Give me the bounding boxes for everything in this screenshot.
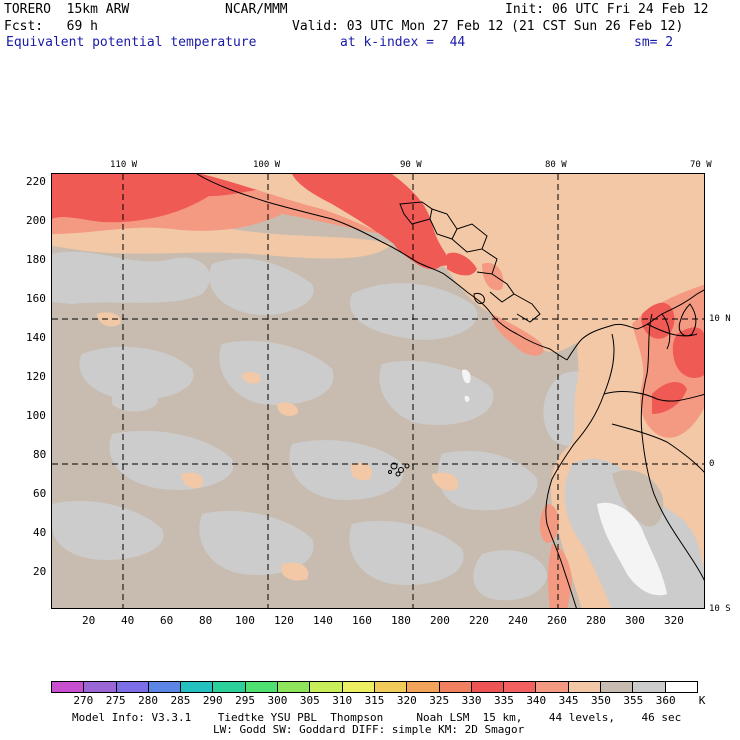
y-label: 200	[26, 214, 46, 227]
x-label: 240	[508, 614, 528, 627]
lat-label-10s: 10 S	[709, 604, 731, 614]
colorbar-label: 275	[105, 694, 126, 707]
model-info-line1: Model Info: V3.3.1 Tiedtke YSU PBL Thomp…	[72, 711, 682, 724]
y-label: 100	[26, 409, 46, 422]
color-swatch	[84, 682, 117, 692]
color-swatch	[633, 682, 666, 692]
colorbar-unit: K	[698, 694, 706, 707]
colorbar-label: 340	[526, 694, 547, 707]
valid-time: Valid: 03 UTC Mon 27 Feb 12 (21 CST Sun …	[292, 19, 684, 34]
init-time: Init: 06 UTC Fri 24 Feb 12	[505, 2, 709, 17]
y-label: 180	[26, 253, 46, 266]
lat-label-10n: 10 N	[709, 314, 731, 324]
colorbar-label: 270	[73, 694, 94, 707]
theta-e-map	[51, 173, 705, 609]
map-canvas	[52, 174, 704, 608]
y-label: 120	[26, 370, 46, 383]
y-label: 80	[33, 448, 47, 461]
colorbar-label: 335	[493, 694, 514, 707]
smoothing-info: sm= 2	[634, 35, 674, 50]
lon-label-80w: 80 W	[545, 160, 567, 170]
field-name: Equivalent potential temperature	[6, 35, 257, 50]
x-label: 320	[664, 614, 684, 627]
color-swatch	[342, 682, 375, 692]
color-swatch	[310, 682, 343, 692]
y-label: 20	[33, 565, 47, 578]
color-swatch	[148, 682, 182, 692]
x-label: 280	[586, 614, 606, 627]
y-label: 40	[33, 526, 47, 539]
x-label: 20	[82, 614, 96, 627]
color-swatch	[245, 682, 279, 692]
colorbar-label: 305	[299, 694, 320, 707]
color-swatch	[568, 682, 602, 692]
forecast-hour: Fcst: 69 h	[4, 19, 98, 34]
color-scale-bar	[51, 681, 698, 693]
lon-label-100w: 100 W	[253, 160, 281, 170]
colorbar-label: 345	[558, 694, 579, 707]
y-label: 140	[26, 331, 46, 344]
x-label: 120	[274, 614, 294, 627]
model-title: TORERO 15km ARW	[4, 2, 130, 17]
x-label: 80	[199, 614, 213, 627]
x-label: 140	[313, 614, 333, 627]
color-swatch	[213, 682, 246, 692]
x-label: 60	[160, 614, 174, 627]
lat-label-0: 0	[709, 459, 715, 469]
color-swatch	[407, 682, 440, 692]
x-label: 100	[235, 614, 255, 627]
colorbar-label: 355	[623, 694, 644, 707]
center-name: NCAR/MMM	[225, 2, 288, 17]
colorbar-label: 330	[461, 694, 482, 707]
colorbar-label: 300	[267, 694, 288, 707]
colorbar-label: 295	[235, 694, 256, 707]
x-label: 40	[121, 614, 135, 627]
colorbar-label: 290	[202, 694, 223, 707]
color-swatch	[181, 682, 214, 692]
field-gray-patches	[52, 251, 608, 601]
x-label: 180	[391, 614, 411, 627]
y-label: 220	[26, 175, 46, 188]
color-swatch	[52, 682, 85, 692]
galapagos-islands	[388, 462, 410, 477]
x-label: 160	[352, 614, 372, 627]
y-label: 160	[26, 292, 46, 305]
field-light-patches	[52, 219, 459, 581]
colorbar-label: 310	[332, 694, 353, 707]
lon-label-110w: 110 W	[110, 160, 138, 170]
color-swatch	[374, 682, 408, 692]
color-swatch	[504, 682, 537, 692]
colorbar-label: 280	[138, 694, 158, 707]
color-swatch	[278, 682, 311, 692]
level-info: at k-index = 44	[340, 35, 466, 50]
color-swatch	[439, 682, 472, 692]
colorbar-label: 325	[429, 694, 450, 707]
x-label: 220	[469, 614, 489, 627]
lon-label-70w: 70 W	[690, 160, 712, 170]
y-label: 60	[33, 487, 47, 500]
colorbar-label: 320	[396, 694, 417, 707]
model-info-line2: LW: Godd SW: Goddard DIFF: simple KM: 2D…	[213, 723, 525, 736]
x-label: 200	[430, 614, 450, 627]
color-swatch	[471, 682, 505, 692]
color-swatch	[536, 682, 569, 692]
x-label: 300	[625, 614, 645, 627]
colorbar-label: 360	[655, 694, 676, 707]
color-swatch	[116, 682, 149, 692]
x-label: 260	[547, 614, 567, 627]
colorbar-label: 350	[591, 694, 611, 707]
colorbar-label: 285	[170, 694, 191, 707]
color-swatch	[665, 682, 697, 692]
field-white-spots	[462, 369, 471, 402]
color-swatch	[601, 682, 634, 692]
lon-label-90w: 90 W	[400, 160, 422, 170]
colorbar-label: 315	[364, 694, 385, 707]
graticule	[52, 174, 704, 608]
